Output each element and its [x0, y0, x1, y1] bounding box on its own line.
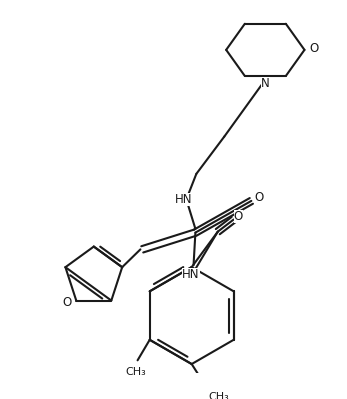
Text: HN: HN	[183, 268, 200, 281]
Text: CH₃: CH₃	[209, 392, 229, 399]
Text: O: O	[254, 191, 263, 203]
Text: N: N	[261, 77, 270, 90]
Text: HN: HN	[175, 194, 192, 206]
Text: CH₃: CH₃	[126, 367, 146, 377]
Text: O: O	[234, 210, 243, 223]
Text: O: O	[309, 41, 319, 55]
Text: O: O	[62, 296, 71, 309]
